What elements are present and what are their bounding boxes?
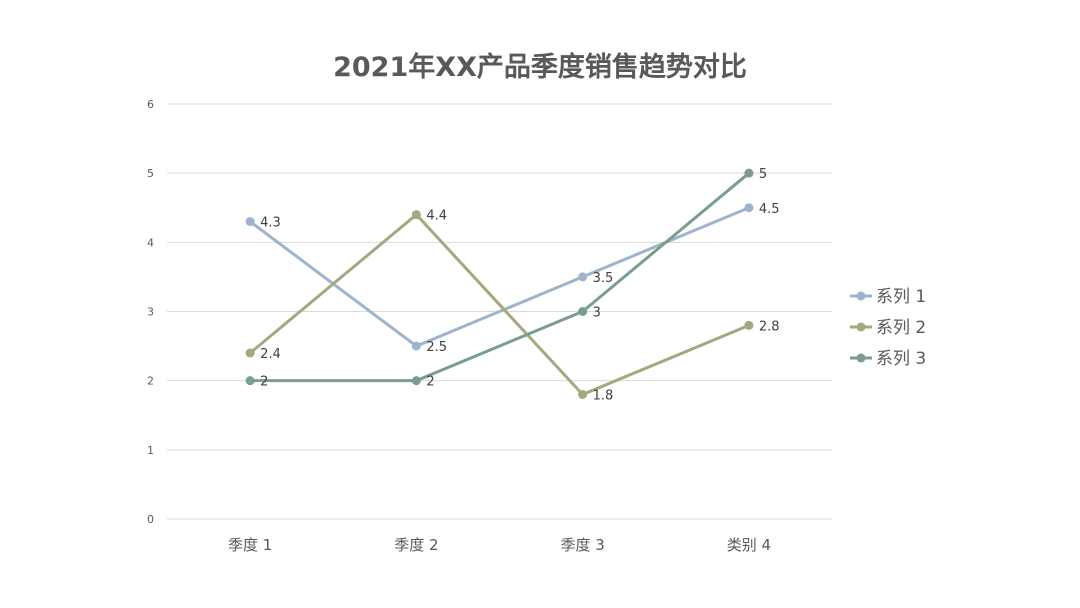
x-tick-label: 季度 2 — [394, 536, 438, 554]
legend-label: 系列 2 — [876, 318, 926, 338]
data-point — [744, 320, 754, 330]
x-tick-label: 季度 1 — [228, 536, 272, 554]
data-labels: 4.3 2.5 3.5 4.5 2.4 4.4 1.8 2.8 2 2 3 5 — [260, 167, 779, 403]
data-label: 2 — [260, 375, 268, 390]
data-label: 2 — [426, 375, 434, 390]
legend-marker — [856, 291, 866, 301]
data-label: 3.5 — [593, 271, 614, 286]
x-tick-label: 季度 3 — [560, 536, 604, 554]
legend-label: 系列 3 — [876, 349, 926, 369]
y-tick-label: 1 — [147, 444, 154, 457]
data-label: 2.8 — [759, 319, 780, 334]
data-label: 5 — [759, 167, 767, 182]
data-point — [744, 203, 754, 213]
series-line — [249, 206, 750, 348]
y-tick-label: 6 — [147, 98, 154, 111]
series-lines — [245, 168, 754, 399]
data-label: 2.5 — [426, 340, 447, 355]
data-label: 4.3 — [260, 216, 281, 231]
data-label: 4.4 — [426, 209, 447, 224]
data-point — [578, 390, 588, 399]
series-line — [250, 172, 750, 383]
data-label: 2.4 — [260, 347, 281, 362]
y-tick-label: 3 — [147, 306, 154, 319]
data-point — [578, 272, 588, 282]
data-point — [411, 341, 421, 351]
data-point — [578, 307, 588, 316]
chart-title: 2021年XX产品季度销售趋势对比 — [333, 51, 747, 83]
legend: 系列 1 系列 2 系列 3 — [850, 287, 926, 369]
data-point — [245, 376, 255, 386]
y-tick-label: 5 — [147, 167, 154, 180]
legend-marker — [856, 322, 866, 332]
data-point — [411, 210, 421, 220]
data-label: 4.5 — [759, 202, 780, 217]
y-tick-label: 4 — [147, 236, 154, 249]
data-point — [245, 348, 255, 358]
series-line — [249, 213, 750, 396]
data-point — [245, 217, 255, 227]
data-point — [411, 376, 421, 386]
legend-marker — [856, 353, 866, 363]
y-axis-ticks: 0 1 2 3 4 5 6 — [147, 98, 154, 526]
data-point — [744, 168, 754, 178]
y-tick-label: 0 — [147, 513, 154, 526]
x-axis-ticks: 季度 1 季度 2 季度 3 类别 4 — [228, 536, 771, 554]
data-label: 3 — [593, 306, 601, 321]
data-label: 1.8 — [593, 389, 614, 404]
x-tick-label: 类别 4 — [727, 536, 771, 554]
legend-label: 系列 1 — [876, 287, 926, 307]
y-tick-label: 2 — [147, 375, 154, 388]
